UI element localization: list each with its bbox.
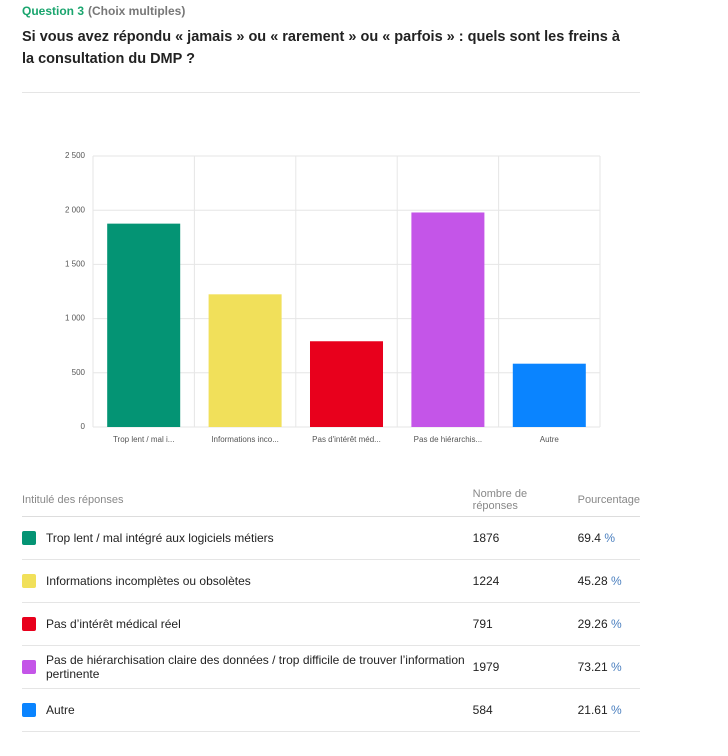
answer: Pas d’intérêt médical réel (22, 617, 473, 631)
swatch (22, 703, 36, 717)
table-row: Trop lent / mal intégré aux logiciels mé… (22, 516, 640, 560)
x-tick-label: Informations inco... (211, 435, 279, 444)
y-tick-label: 2 000 (65, 205, 86, 214)
x-tick-label: Trop lent / mal i... (113, 435, 175, 444)
question-number: Question 3 (22, 4, 85, 18)
table-row: Pas d’intérêt médical réel 791 29.26 % (22, 602, 640, 646)
x-tick-label: Pas de hiérarchis... (414, 435, 482, 444)
count-cell: 1876 (472, 516, 578, 560)
answer: Autre (22, 703, 473, 717)
table-row: Informations incomplètes ou obsolètes 122… (22, 559, 640, 603)
bar (411, 212, 485, 427)
header-percent: Pourcentage (577, 484, 640, 517)
table-row: Pas de hiérarchisation claire des donnée… (22, 645, 640, 689)
percent-cell: 29.26 % (577, 602, 640, 646)
answer-label: Informations incomplètes ou obsolètes (46, 574, 251, 588)
percent-value: 29.26 (577, 617, 608, 631)
count-cell: 1979 (472, 645, 578, 689)
header-label: Intitulé des réponses (22, 484, 473, 517)
percent-value: 73.21 (577, 660, 608, 674)
percent-value: 69.4 (577, 531, 601, 545)
percent-value: 21.61 (577, 703, 608, 717)
x-tick-label: Pas d'intérêt méd... (312, 435, 381, 444)
answer-label: Trop lent / mal intégré aux logiciels mé… (46, 531, 274, 545)
y-tick-label: 0 (81, 422, 86, 431)
count-cell: 791 (472, 602, 578, 646)
divider (22, 92, 640, 93)
bar (107, 223, 181, 427)
y-tick-label: 500 (72, 368, 86, 377)
table-row: Autre 584 21.61 % (22, 688, 640, 732)
swatch (22, 574, 36, 588)
answer-label: Autre (46, 703, 75, 717)
y-tick-label: 2 500 (65, 151, 86, 160)
percent-cell: 21.61 % (577, 688, 640, 732)
y-tick-label: 1 000 (65, 314, 86, 323)
answer-cell: Informations incomplètes ou obsolètes (22, 559, 473, 603)
bar (512, 363, 586, 427)
answer: Trop lent / mal intégré aux logiciels mé… (22, 531, 473, 545)
percent-value: 45.28 (577, 574, 608, 588)
percent-cell: 45.28 % (577, 559, 640, 603)
percent-cell: 73.21 % (577, 645, 640, 689)
answer: Informations incomplètes ou obsolètes (22, 574, 473, 588)
question-qualifier: (Choix multiples) (88, 4, 186, 18)
count-cell: 584 (472, 688, 578, 732)
count-cell: 1224 (472, 559, 578, 603)
bar (208, 294, 282, 427)
answer-cell: Pas de hiérarchisation claire des donnée… (22, 645, 473, 689)
percent-unit: % (610, 660, 622, 674)
swatch (22, 660, 36, 674)
swatch (22, 531, 36, 545)
answer-cell: Trop lent / mal intégré aux logiciels mé… (22, 516, 473, 560)
percent-unit: % (610, 574, 622, 588)
answer-cell: Autre (22, 688, 473, 732)
percent-unit: % (610, 617, 622, 631)
question-header: Question 3 (Choix multiples) (22, 4, 185, 18)
y-tick-label: 1 500 (65, 260, 86, 269)
chart: 0 500 1 000 1 500 2 000 2 500 Trop lent / mal … (65, 151, 601, 444)
percent-cell: 69.4 % (577, 516, 640, 560)
swatch (22, 617, 36, 631)
bar (309, 341, 384, 427)
x-tick-label: Autre (540, 435, 560, 444)
header-count: Nombre de réponses (472, 484, 578, 517)
answer-cell: Pas d’intérêt médical réel (22, 602, 473, 646)
question-title: Si vous avez répondu « jamais » ou « rar… (22, 29, 620, 67)
percent-unit: % (610, 703, 622, 717)
percent-unit: % (604, 531, 615, 545)
answer: Pas de hiérarchisation claire des donnée… (22, 653, 473, 681)
answer-label: Pas d’intérêt médical réel (46, 617, 181, 631)
answer-label: Pas de hiérarchisation claire des donnée… (46, 653, 465, 681)
results-table: Intitulé des réponses Nombre de réponses… (22, 484, 640, 732)
